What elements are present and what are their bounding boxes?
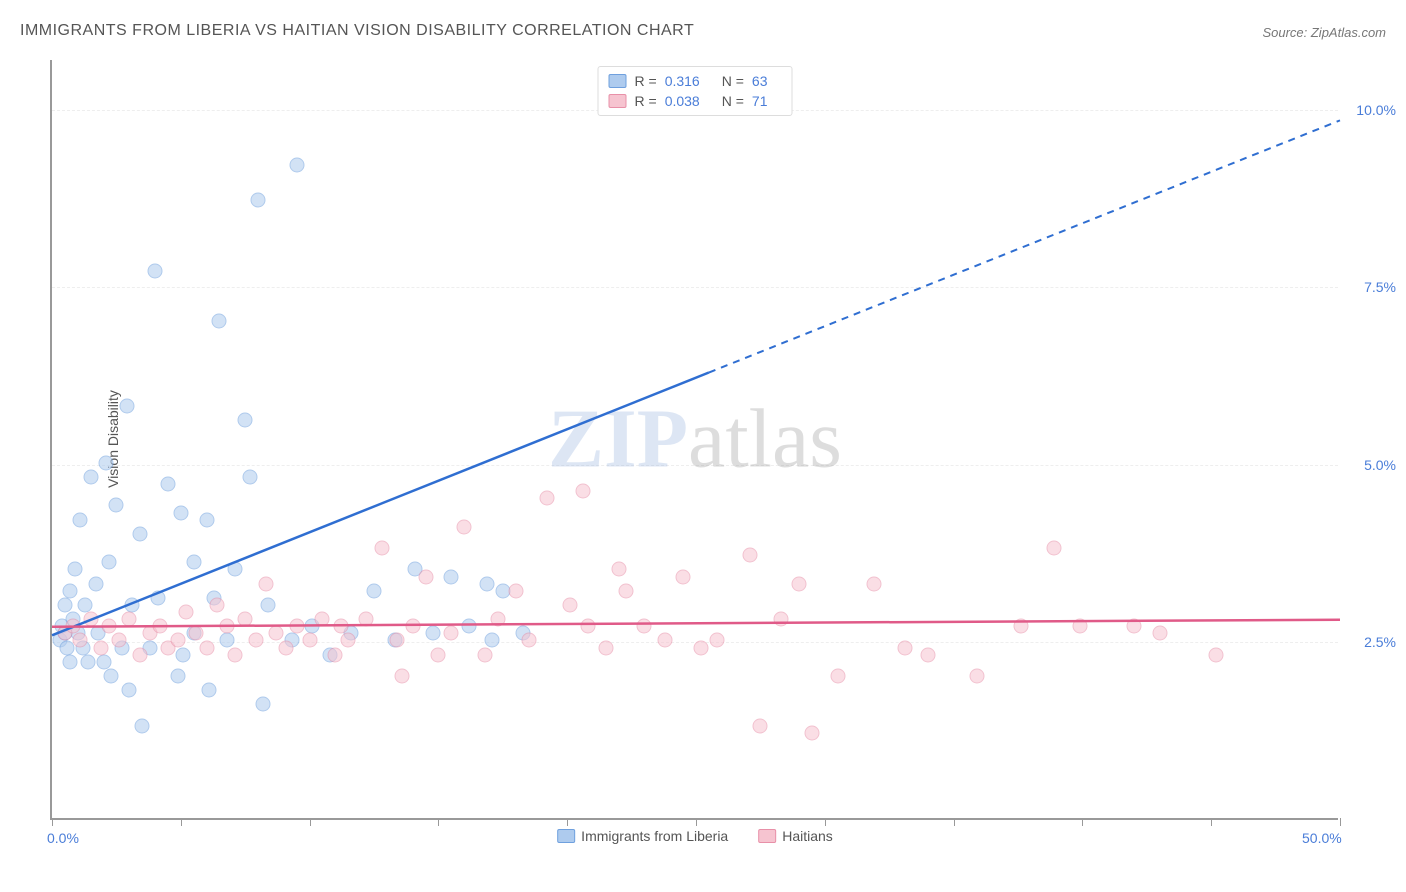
x-tick-label: 0.0% <box>47 830 79 846</box>
legend-series-label: Immigrants from Liberia <box>581 828 728 844</box>
x-tick <box>954 818 955 826</box>
legend-swatch <box>609 94 627 108</box>
legend-swatch <box>758 829 776 843</box>
trend-line-dashed <box>709 120 1340 372</box>
y-tick-label: 7.5% <box>1364 279 1396 295</box>
y-tick-label: 10.0% <box>1356 102 1396 118</box>
x-tick <box>52 818 53 826</box>
legend-series: Immigrants from Liberia Haitians <box>557 828 833 844</box>
legend-swatch <box>557 829 575 843</box>
legend-swatch <box>609 74 627 88</box>
stat-r-label: R = <box>635 93 657 109</box>
stat-n-label: N = <box>722 73 744 89</box>
y-tick-label: 2.5% <box>1364 634 1396 650</box>
legend-series-label: Haitians <box>782 828 833 844</box>
stat-n-value: 71 <box>752 93 768 109</box>
plot-area: Vision Disability ZIPatlas R =0.316N =63… <box>50 60 1338 820</box>
x-tick <box>181 818 182 826</box>
trend-lines-svg <box>52 60 1338 818</box>
stat-n-value: 63 <box>752 73 768 89</box>
trend-line-solid <box>52 373 709 636</box>
legend-series-item: Immigrants from Liberia <box>557 828 728 844</box>
y-tick-label: 5.0% <box>1364 457 1396 473</box>
x-tick <box>696 818 697 826</box>
x-tick <box>567 818 568 826</box>
legend-series-item: Haitians <box>758 828 833 844</box>
stat-r-label: R = <box>635 73 657 89</box>
x-tick <box>1211 818 1212 826</box>
legend-stats: R = 0.316 N = 63 R = 0.038 N = 71 <box>598 66 793 116</box>
stat-n-label: N = <box>722 93 744 109</box>
x-tick <box>438 818 439 826</box>
x-tick <box>1340 818 1341 826</box>
legend-stat-row: R = 0.038 N = 71 <box>609 91 782 111</box>
source-attribution: Source: ZipAtlas.com <box>1262 25 1386 40</box>
legend-stat-row: R = 0.316 N = 63 <box>609 71 782 91</box>
stat-r-value: 0.316 <box>665 73 700 89</box>
x-tick <box>310 818 311 826</box>
x-tick-label: 50.0% <box>1302 830 1342 846</box>
trend-line-solid <box>52 620 1340 627</box>
x-tick <box>825 818 826 826</box>
x-tick <box>1082 818 1083 826</box>
stat-r-value: 0.038 <box>665 93 700 109</box>
chart-title: IMMIGRANTS FROM LIBERIA VS HAITIAN VISIO… <box>20 22 694 40</box>
